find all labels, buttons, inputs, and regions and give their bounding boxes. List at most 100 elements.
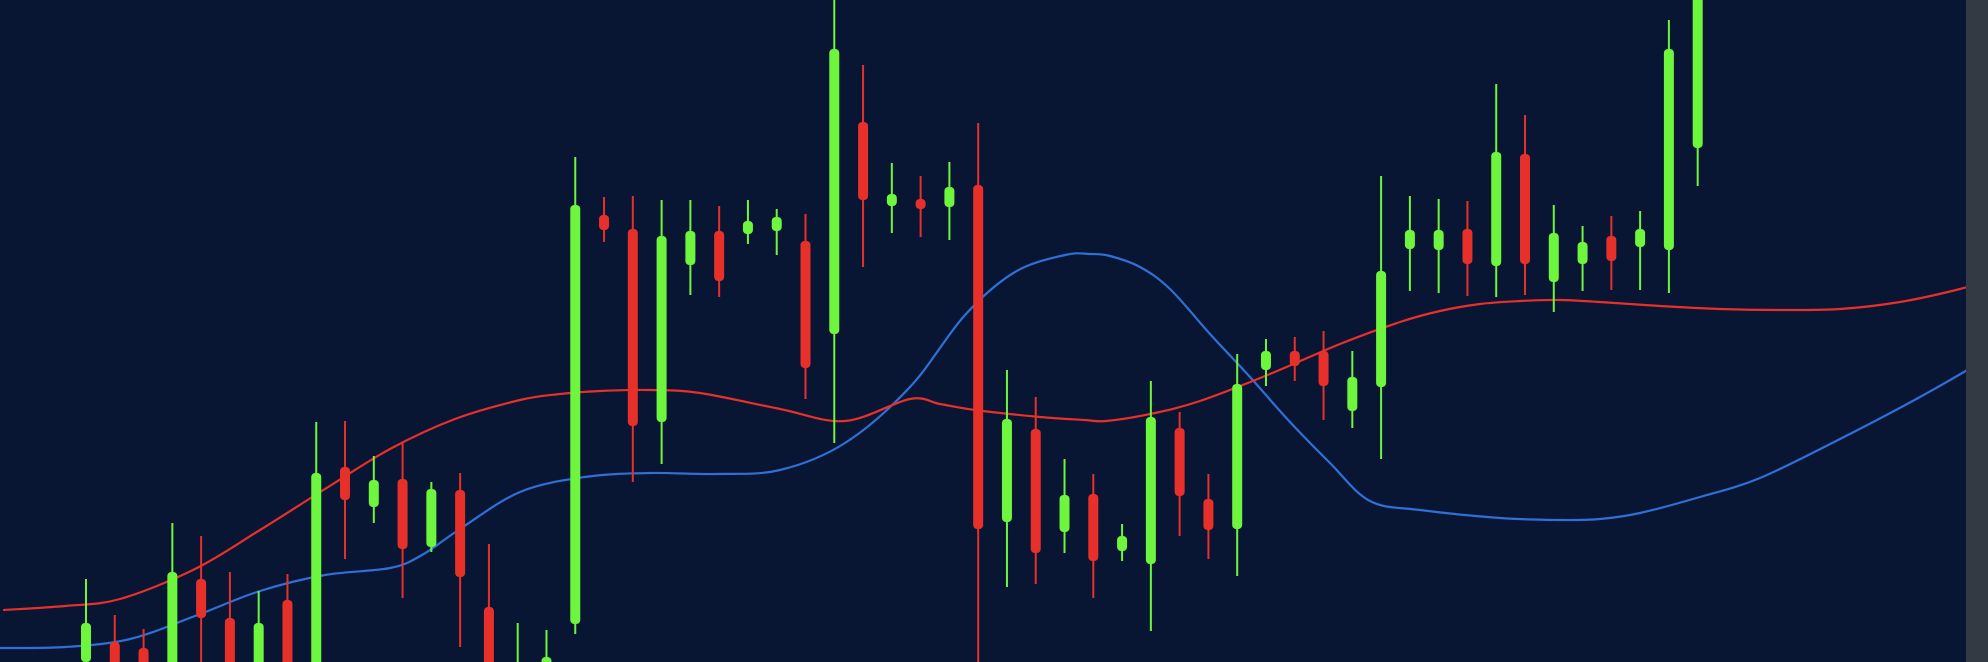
candle-body [973,185,984,529]
candle-up [1145,381,1156,631]
candle-down [627,196,638,482]
candle-down [858,65,869,267]
candle-down [1030,397,1041,584]
candle-down [196,536,207,662]
candle-body [570,205,581,624]
candle-body [656,236,667,422]
ma-slow-line [2,286,1966,612]
candle-down [138,629,149,662]
candle-down [1520,115,1530,295]
candle-up [829,0,840,443]
candle-up [570,157,581,634]
candle-body [1491,152,1502,266]
candle-body [1289,351,1300,366]
candle-body [1692,0,1703,148]
moving-average-lines [0,252,1966,650]
candle-body [599,215,610,230]
candle-body [81,623,91,662]
candle-body [196,579,207,618]
candle-body [340,467,351,500]
candle-body [858,122,869,200]
candle-body [1433,230,1444,250]
candle-up [426,482,437,552]
candle-body [1174,428,1185,496]
candle-up [541,630,552,662]
candle-down [1174,412,1185,536]
candle-body [1030,429,1041,553]
candles [81,0,1703,662]
candle-down [282,574,293,662]
candle-down [1289,337,1300,381]
candle-body [1462,229,1473,264]
candle-body [483,607,494,662]
candle-down [1318,331,1329,420]
candle-body [944,187,955,207]
candle-down [109,615,120,662]
candle-up [1232,354,1243,576]
candle-up [1577,226,1588,291]
candle-down [340,421,351,559]
candle-up [685,200,696,295]
candle-up [253,591,264,662]
candle-body [1635,229,1646,247]
candle-up [1491,84,1502,297]
candle-down [915,176,926,237]
candle-body [1548,233,1559,282]
candle-down [1203,474,1214,559]
candle-body [1663,49,1674,250]
candle-body [1318,351,1329,386]
candle-up [886,163,897,233]
candle-body [1376,271,1387,387]
candle-up [1059,459,1070,553]
candle-down [973,123,984,662]
candle-body [886,194,897,206]
candle-down [599,197,610,242]
candle-down [800,214,811,399]
candle-body [311,473,322,662]
candle-up [1117,524,1128,561]
candle-body [771,217,782,231]
candle-up [1433,199,1444,293]
candle-body [1606,236,1617,261]
candle-body [397,479,408,549]
candle-body [1059,495,1070,532]
right-edge-bar [1966,0,1988,662]
candle-down [1606,216,1617,290]
candle-body [1232,384,1243,529]
ma-fast-line [0,252,1966,650]
candle-body [1145,417,1156,564]
candle-body [138,648,149,662]
candle-body [253,623,264,662]
candle-down [224,572,235,662]
candle-up [81,579,91,662]
candle-body [426,489,437,547]
candle-body [368,480,379,507]
candle-body [1001,419,1012,522]
candle-up [1376,176,1387,459]
candle-up [1635,211,1646,290]
candle-body [1577,242,1588,264]
candle-up [944,162,955,240]
candle-body [1117,536,1128,551]
candle-body [1404,230,1415,249]
candle-up [1260,339,1271,386]
candle-body [1347,377,1358,411]
candle-body [829,49,840,334]
candle-up [1001,370,1012,587]
candle-up [656,200,667,464]
candle-down [397,442,408,598]
candle-body [167,572,178,662]
candle-down [1462,201,1473,296]
candle-body [109,642,120,662]
candle-body [800,241,811,368]
candle-body [742,221,753,234]
candle-up [771,209,782,255]
candle-body [282,600,293,662]
candle-down [714,206,725,297]
candle-up [742,200,753,244]
candle-up [1692,0,1703,186]
candle-body [541,657,552,662]
candle-body [1260,351,1271,370]
